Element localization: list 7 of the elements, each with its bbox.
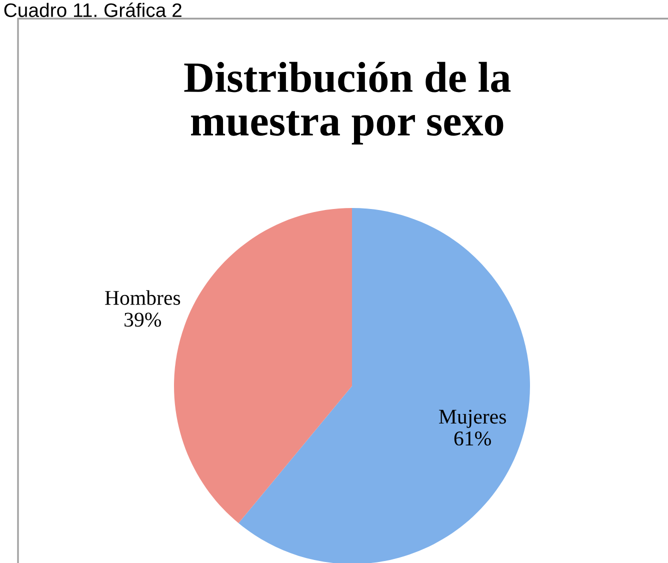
slice-label: Hombres (105, 290, 180, 305)
slice-label: Mujeres (439, 410, 506, 428)
chart-title: Distribución de la muestra por sexo (184, 62, 511, 145)
pie-slice (238, 208, 530, 563)
data-label: 39% (124, 312, 162, 327)
text: Cuadro 11. Gráfica 2 (4, 2, 182, 18)
data-label: 61% (454, 431, 491, 446)
